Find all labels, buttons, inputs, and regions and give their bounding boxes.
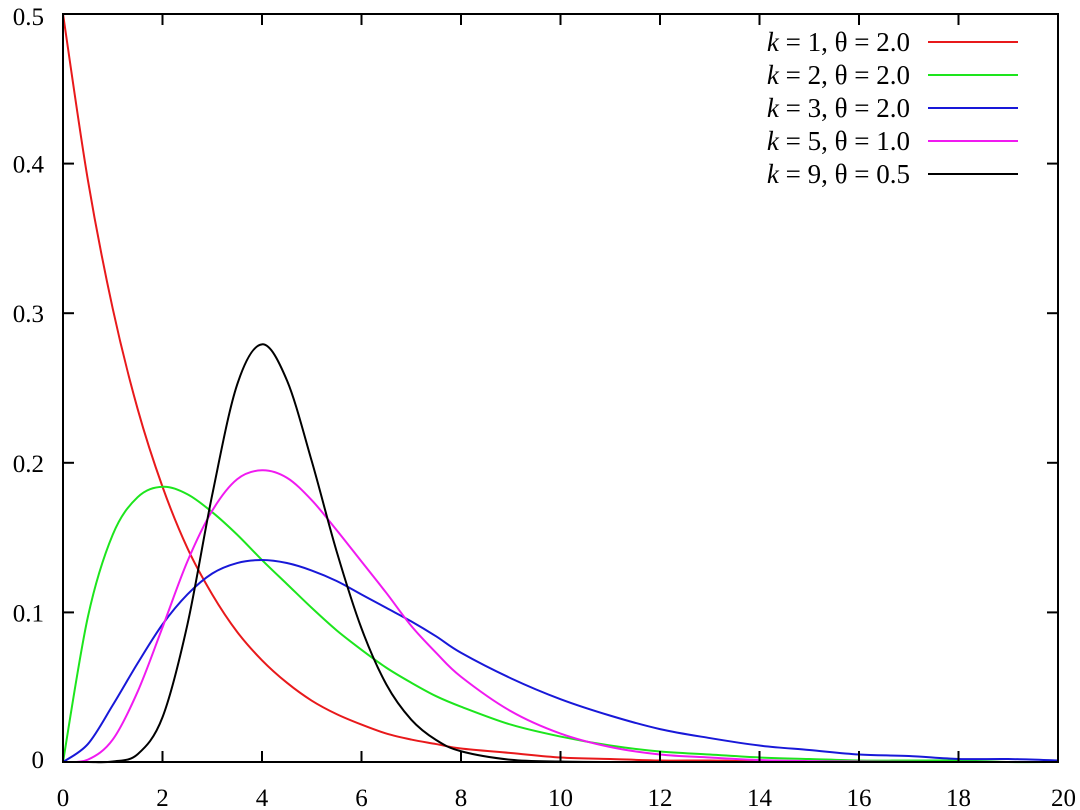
legend: k = 1, θ = 2.0k = 2, θ = 2.0k = 3, θ = 2… bbox=[767, 27, 1018, 189]
legend-entry-2: k = 2, θ = 2.0 bbox=[767, 60, 1018, 90]
series-line-4 bbox=[62, 469, 1058, 764]
x-tick-label: 2 bbox=[156, 785, 169, 810]
x-tick-label: 14 bbox=[747, 785, 773, 810]
legend-label-variable: k bbox=[767, 126, 780, 156]
legend-label: k = 3, θ = 2.0 bbox=[767, 93, 910, 123]
x-tick-label: 6 bbox=[355, 785, 368, 810]
y-tick-label: 0.4 bbox=[13, 152, 45, 179]
x-tick-label: 18 bbox=[946, 785, 971, 810]
x-tick-label: 0 bbox=[57, 785, 70, 810]
legend-label: k = 1, θ = 2.0 bbox=[767, 27, 910, 57]
legend-entry-3: k = 3, θ = 2.0 bbox=[767, 93, 1018, 123]
legend-label-text: = 9, θ = 0.5 bbox=[779, 159, 910, 189]
x-tick-label: 10 bbox=[548, 785, 573, 810]
legend-label-text: = 1, θ = 2.0 bbox=[779, 27, 910, 57]
y-tick-labels: 0 0.1 0.2 0.3 0.4 0.5 bbox=[13, 4, 45, 774]
series-line-2 bbox=[62, 485, 1059, 764]
axis-ticks bbox=[62, 13, 1059, 763]
x-tick-label: 4 bbox=[256, 785, 269, 810]
legend-entry-1: k = 1, θ = 2.0 bbox=[767, 27, 1018, 57]
legend-label-variable: k bbox=[767, 60, 780, 90]
y-tick-label: 0.2 bbox=[13, 451, 44, 478]
legend-label-variable: k bbox=[767, 27, 780, 57]
legend-label-variable: k bbox=[767, 93, 780, 123]
legend-label-text: = 3, θ = 2.0 bbox=[779, 93, 910, 123]
x-tick-labels: 0 2 4 6 8 10 12 14 16 18 20 bbox=[57, 785, 1076, 810]
legend-entry-4: k = 5, θ = 1.0 bbox=[767, 126, 1018, 156]
legend-entry-5: k = 9, θ = 0.5 bbox=[767, 159, 1018, 189]
y-tick-label: 0.3 bbox=[13, 301, 44, 328]
legend-label: k = 5, θ = 1.0 bbox=[767, 126, 910, 156]
legend-label: k = 2, θ = 2.0 bbox=[767, 60, 910, 90]
series-line-3 bbox=[62, 559, 1059, 763]
y-tick-label: 0.1 bbox=[13, 600, 44, 627]
legend-label-text: = 5, θ = 1.0 bbox=[779, 126, 910, 156]
legend-label-text: = 2, θ = 2.0 bbox=[779, 60, 910, 90]
y-tick-label: 0.5 bbox=[13, 4, 44, 31]
x-tick-label: 12 bbox=[648, 785, 673, 810]
legend-label: k = 9, θ = 0.5 bbox=[767, 159, 910, 189]
y-tick-label: 0 bbox=[32, 747, 45, 774]
x-tick-label: 8 bbox=[455, 785, 468, 810]
legend-label-variable: k bbox=[767, 159, 780, 189]
x-tick-label: 16 bbox=[847, 785, 872, 810]
x-tick-label: 20 bbox=[1051, 785, 1076, 810]
